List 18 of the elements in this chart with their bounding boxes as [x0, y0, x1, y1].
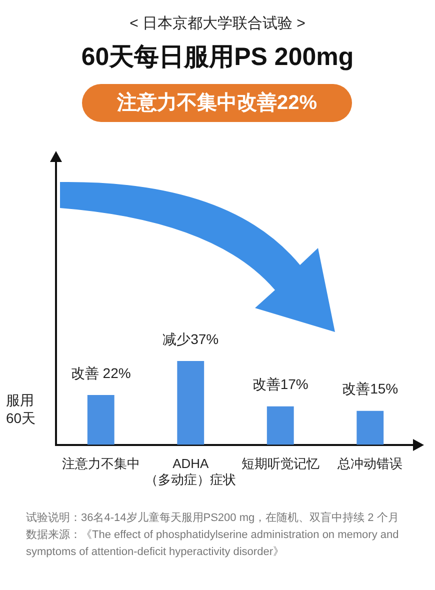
bar	[356, 410, 384, 445]
x-tick-label: ADHA （多动症）症状	[145, 456, 236, 487]
y-axis-title: 服用 60天	[6, 392, 36, 426]
chart-title: 60天每日服用PS 200mg	[80, 42, 355, 73]
data-label: 改善 22%	[70, 364, 131, 381]
text: 试验说明：36名4-14岁儿童每天服用PS200 mg，在随机、双盲中持续 2 个月	[26, 510, 400, 526]
x-tick-label: 总冲动错误	[336, 456, 403, 472]
x-tick-label: 注意力不集中	[62, 456, 140, 472]
bar	[266, 406, 294, 445]
source-note: 数据来源：《The effect of phosphatidylserine administration on memory and symptoms of attention-deficit hyperactivity disorder》	[26, 528, 400, 560]
data-label: 减少37%	[162, 330, 219, 347]
x-tick-label: 短期听觉记忆	[241, 456, 320, 472]
bar	[87, 394, 114, 445]
chart-subtitle: < 日本京都大学联合试验 >	[128, 14, 306, 33]
data-label: 改善17%	[252, 376, 308, 392]
data-label: 改善15%	[342, 380, 398, 397]
bar	[177, 361, 204, 445]
text: 注意力不集中改善22%	[82, 84, 352, 122]
